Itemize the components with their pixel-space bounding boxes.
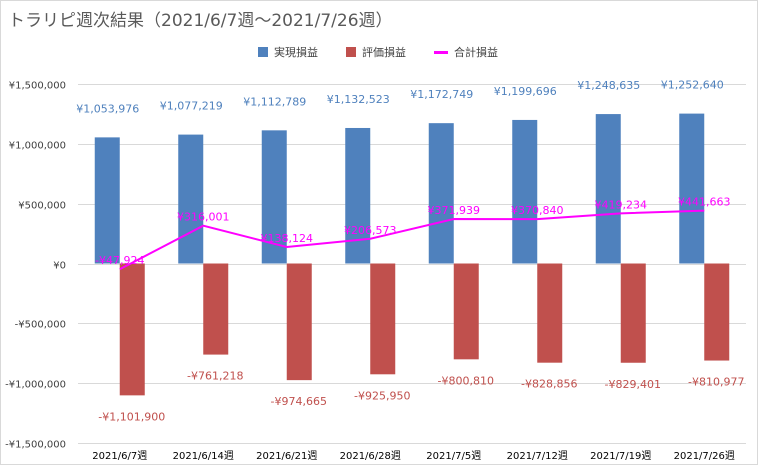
data-label-unrealized: -¥828,856 <box>521 378 577 391</box>
bar-realized <box>595 114 621 264</box>
bar-unrealized <box>620 263 646 363</box>
data-label-realized: ¥1,172,749 <box>410 88 473 101</box>
y-tick-label: -¥500,000 <box>15 320 66 331</box>
data-label-realized: ¥1,252,640 <box>661 79 724 92</box>
data-label-unrealized: -¥974,665 <box>271 395 327 408</box>
bar-realized <box>94 137 120 264</box>
x-tick-label: 2021/6/7週 <box>92 450 147 462</box>
legend-swatch-total <box>434 50 448 54</box>
y-tick-label: -¥1,000,000 <box>5 380 66 391</box>
bar-realized <box>679 113 705 264</box>
legend-swatch-realized <box>258 47 268 57</box>
data-label-total: -¥47,924 <box>95 254 144 267</box>
y-tick-label: ¥0 <box>53 261 66 272</box>
data-label-realized: ¥1,112,789 <box>243 95 306 108</box>
legend-label-total: 合計損益 <box>454 46 498 59</box>
legend-label-unrealized: 評価損益 <box>362 46 406 59</box>
bar-unrealized <box>704 263 730 361</box>
bar-unrealized <box>537 263 563 363</box>
line-total <box>119 209 705 271</box>
bar-realized <box>178 134 204 264</box>
y-tick-label: -¥1,500,000 <box>5 440 66 451</box>
data-label-unrealized: -¥925,950 <box>354 389 410 402</box>
data-label-unrealized: -¥1,101,900 <box>98 410 165 423</box>
chart-legend: 実現損益 評価損益 合計損益 <box>0 44 756 60</box>
data-label-realized: ¥1,132,523 <box>327 93 390 106</box>
data-label-unrealized: -¥810,977 <box>688 376 744 389</box>
legend-item-total: 合計損益 <box>434 44 498 60</box>
data-label-total: ¥370,840 <box>511 204 564 217</box>
bar-unrealized <box>203 263 229 355</box>
chart-title: トラリピ週次結果（2021/6/7週～2021/7/26週） <box>8 11 393 31</box>
data-label-total: ¥316,001 <box>177 211 230 224</box>
data-label-total: ¥419,234 <box>595 198 648 211</box>
y-tick-label: ¥1,000,000 <box>9 141 66 152</box>
data-label-realized: ¥1,199,696 <box>494 85 557 98</box>
y-tick-label: ¥1,500,000 <box>9 81 66 92</box>
data-label-unrealized: -¥829,401 <box>605 378 661 391</box>
x-tick-label: 2021/7/12週 <box>507 450 568 462</box>
data-label-unrealized: -¥800,810 <box>438 374 494 387</box>
legend-item-realized: 実現損益 <box>258 44 318 60</box>
bar-realized <box>428 123 454 264</box>
data-label-realized: ¥1,248,635 <box>577 79 640 92</box>
data-label-total: ¥371,939 <box>428 204 481 217</box>
legend-label-realized: 実現損益 <box>274 46 318 59</box>
x-tick-label: 2021/6/21週 <box>256 450 317 462</box>
bar-unrealized <box>119 263 145 396</box>
x-tick-label: 2021/7/19週 <box>590 450 651 462</box>
data-label-total: ¥206,573 <box>344 224 397 237</box>
legend-item-unrealized: 評価損益 <box>346 44 406 60</box>
data-label-unrealized: -¥761,218 <box>187 370 243 383</box>
bar-realized <box>512 119 538 264</box>
data-label-total: ¥138,124 <box>261 232 314 245</box>
data-label-realized: ¥1,077,219 <box>160 100 223 113</box>
bar-realized <box>345 127 371 264</box>
data-label-realized: ¥1,053,976 <box>76 102 139 115</box>
data-label-total: ¥441,663 <box>678 196 731 209</box>
legend-swatch-unrealized <box>346 47 356 57</box>
y-tick-label: ¥500,000 <box>18 201 66 212</box>
bar-unrealized <box>370 263 396 375</box>
x-tick-label: 2021/7/26週 <box>674 450 735 462</box>
x-tick-label: 2021/6/14週 <box>173 450 234 462</box>
x-tick-label: 2021/7/5週 <box>426 450 481 462</box>
x-tick-label: 2021/6/28週 <box>340 450 401 462</box>
bar-unrealized <box>286 263 312 381</box>
bar-unrealized <box>453 263 479 360</box>
